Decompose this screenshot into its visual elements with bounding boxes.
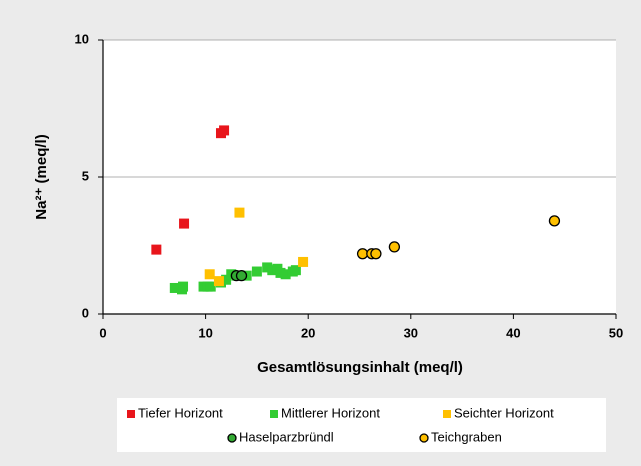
point [548,215,561,227]
x-tick-label: 50 [609,325,623,340]
legend-label: Seichter Horizont [454,405,554,420]
point [267,265,278,276]
legend-marker [419,433,429,443]
point [388,241,401,253]
legend-marker [270,410,278,418]
legend-label: Tiefer Horizont [138,405,223,420]
x-tick-label: 10 [198,325,212,340]
point [204,269,215,280]
point [262,262,273,273]
x-tick-label: 40 [506,325,520,340]
legend-box [117,398,606,452]
y-tick-label: 10 [75,31,89,46]
point [221,274,232,285]
legend-label: Haselparzbründl [239,429,334,444]
point [169,282,180,293]
point [213,276,224,287]
point [234,207,245,218]
legend-marker [227,433,237,443]
y-axis-title: Na²⁺ (meq/l) [33,134,50,219]
point [298,256,309,267]
legend-marker [127,410,135,418]
legend-marker [443,410,451,418]
point [235,269,248,282]
point [251,266,262,277]
y-tick-label: 5 [82,168,89,183]
point [370,248,382,260]
point [179,218,190,229]
point [275,267,286,278]
x-axis-title: Gesamtlösungsinhalt (meq/l) [257,359,463,376]
point [219,125,230,136]
point [151,244,162,255]
point [178,281,189,292]
point [205,281,216,292]
legend-label: Mittlerer Horizont [281,405,380,420]
x-tick-label: 20 [301,325,315,340]
point [290,265,301,276]
x-tick-label: 30 [404,325,418,340]
x-tick-label: 0 [99,325,106,340]
point [356,248,369,260]
point [280,269,291,280]
y-tick-label: 0 [82,305,89,320]
legend-label: Teichgraben [431,429,502,444]
